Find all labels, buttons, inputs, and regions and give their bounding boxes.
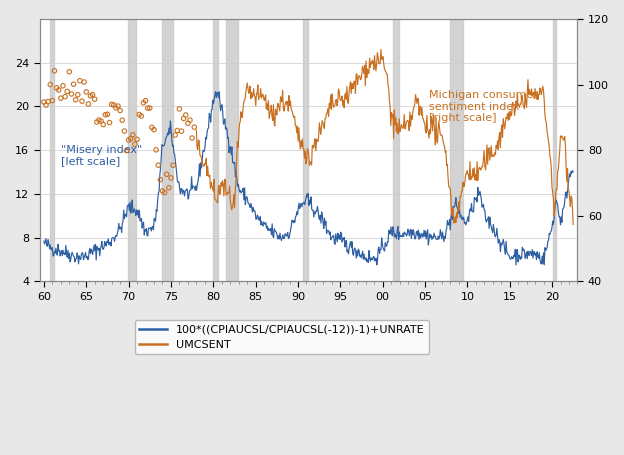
Point: [60, 93, 70, 100]
Point: [170, 131, 180, 139]
Text: "Misery index"
[left scale]: "Misery index" [left scale]: [61, 145, 142, 166]
Point: [77, 97, 87, 105]
Point: [58, 82, 68, 90]
Point: [52, 84, 62, 91]
Bar: [51, 19, 54, 281]
Point: [134, 111, 144, 118]
Point: [47, 97, 57, 104]
Point: [119, 127, 129, 135]
Point: [140, 97, 150, 104]
Point: [92, 118, 102, 126]
Point: [181, 111, 191, 119]
Point: [149, 126, 159, 133]
Point: [105, 119, 115, 126]
Point: [87, 91, 97, 98]
Point: [64, 68, 74, 76]
Bar: [162, 19, 173, 281]
Point: [113, 102, 123, 110]
Point: [46, 81, 56, 88]
Point: [122, 147, 132, 154]
Bar: [393, 19, 399, 281]
Legend: 100*((CPIAUCSL/CPIAUCSL(-12))-1)+UNRATE, UMCSENT: 100*((CPIAUCSL/CPIAUCSL(-12))-1)+UNRATE,…: [135, 320, 429, 354]
Point: [79, 78, 89, 86]
Point: [147, 124, 157, 131]
Point: [136, 112, 146, 120]
Point: [189, 123, 199, 131]
Bar: [213, 19, 218, 281]
Point: [139, 99, 149, 106]
Point: [73, 91, 83, 98]
Point: [85, 92, 95, 100]
Point: [172, 127, 182, 134]
Point: [162, 171, 172, 178]
Point: [183, 120, 193, 127]
Point: [154, 162, 163, 169]
Point: [185, 116, 195, 124]
Point: [66, 91, 76, 98]
Point: [160, 189, 170, 196]
Point: [75, 77, 85, 84]
Bar: [303, 19, 308, 281]
Point: [81, 88, 91, 96]
Point: [166, 174, 176, 182]
Point: [111, 104, 121, 111]
Text: Michigan consumer
sentiment index
[right scale]: Michigan consumer sentiment index [right…: [429, 90, 539, 123]
Point: [41, 101, 51, 109]
Point: [130, 141, 140, 148]
Point: [115, 107, 125, 114]
Point: [155, 176, 165, 183]
Point: [49, 67, 59, 75]
Point: [132, 136, 142, 143]
Point: [43, 98, 53, 105]
Point: [117, 116, 127, 124]
Point: [107, 101, 117, 108]
Point: [94, 116, 104, 124]
Point: [128, 131, 138, 138]
Point: [71, 96, 80, 103]
Point: [177, 127, 187, 135]
Point: [98, 121, 108, 128]
Point: [84, 100, 94, 107]
Point: [62, 88, 72, 95]
Point: [143, 105, 153, 112]
Point: [102, 111, 112, 118]
Point: [96, 117, 106, 125]
Point: [164, 184, 174, 192]
Bar: [226, 19, 238, 281]
Point: [124, 136, 134, 144]
Point: [39, 98, 49, 106]
Point: [187, 134, 197, 142]
Point: [69, 81, 79, 88]
Point: [90, 96, 100, 103]
Point: [178, 115, 188, 122]
Point: [109, 101, 119, 109]
Bar: [128, 19, 136, 281]
Point: [151, 146, 161, 153]
Point: [125, 135, 135, 142]
Point: [168, 162, 178, 169]
Point: [145, 104, 155, 111]
Point: [56, 95, 66, 102]
Point: [54, 86, 64, 94]
Bar: [449, 19, 463, 281]
Bar: [553, 19, 556, 281]
Point: [100, 111, 110, 118]
Point: [157, 187, 167, 195]
Point: [175, 105, 185, 112]
